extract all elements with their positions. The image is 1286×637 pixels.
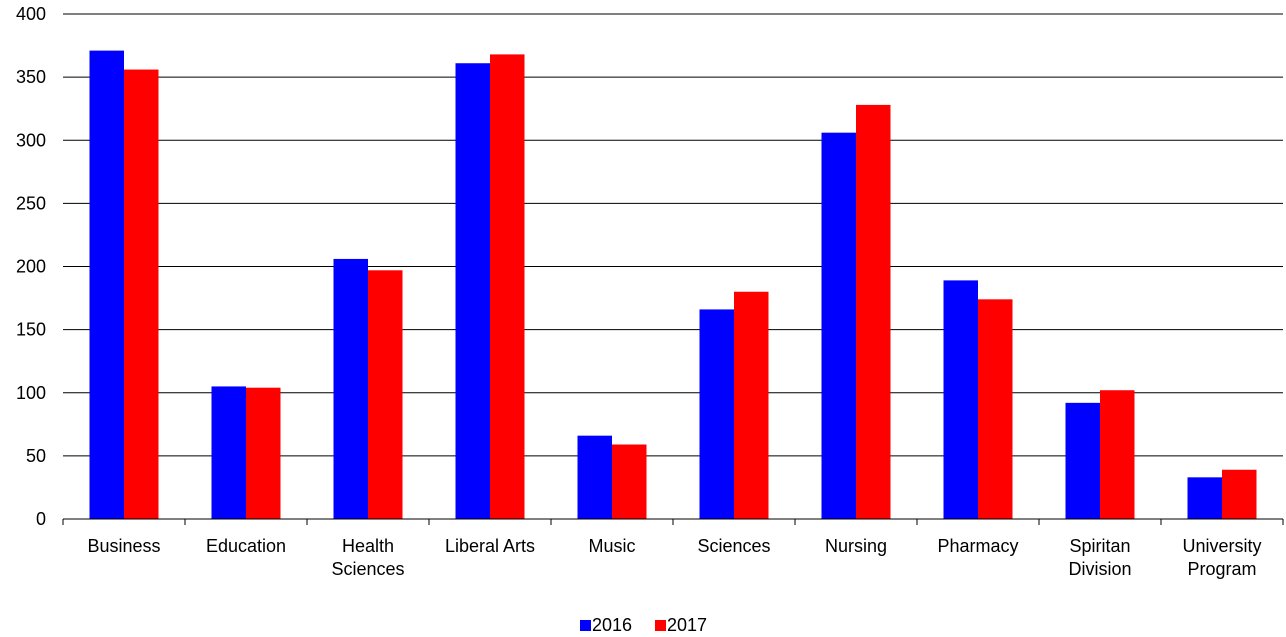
y-tick-label: 50 — [26, 446, 46, 466]
category-label: Sciences — [331, 559, 404, 579]
y-tick-label: 300 — [16, 130, 46, 150]
bar-2017-1 — [246, 387, 281, 519]
bar-2016-0 — [89, 50, 124, 520]
bar-2016-6 — [821, 132, 856, 520]
bar-2017-3 — [490, 54, 525, 520]
bar-2017-9 — [1222, 469, 1257, 519]
bar-2016-5 — [699, 309, 734, 519]
x-axis-ticks — [62, 519, 1284, 525]
category-label: Nursing — [825, 536, 887, 556]
bar-2017-2 — [368, 270, 403, 519]
legend-label-2016: 2016 — [592, 615, 632, 635]
y-tick-label: 200 — [16, 257, 46, 277]
category-label: Education — [206, 536, 286, 556]
category-label: Sciences — [697, 536, 770, 556]
category-label: Spiritan — [1069, 536, 1130, 556]
category-label: Business — [87, 536, 160, 556]
legend-swatch-2016 — [580, 620, 591, 631]
category-label: Liberal Arts — [445, 536, 535, 556]
legend-swatch-2017 — [655, 620, 666, 631]
category-label: Division — [1068, 559, 1131, 579]
bars — [89, 50, 1257, 520]
bar-2017-6 — [856, 104, 891, 520]
category-labels: Business Education Health Sciences Liberal A… — [87, 536, 1261, 579]
legend-label-2017: 2017 — [667, 615, 707, 635]
bar-2017-4 — [612, 444, 647, 519]
bar-2016-1 — [211, 386, 246, 519]
bar-2017-0 — [124, 69, 159, 520]
category-label: Program — [1187, 559, 1256, 579]
bar-2017-5 — [734, 291, 769, 519]
category-label: Pharmacy — [937, 536, 1018, 556]
bar-2016-3 — [455, 63, 490, 520]
bar-2017-8 — [1100, 390, 1135, 519]
bar-2016-2 — [333, 258, 368, 519]
bar-2016-4 — [577, 435, 612, 519]
category-label: Music — [588, 536, 635, 556]
y-tick-label: 350 — [16, 67, 46, 87]
y-axis-tick-labels: 0 50 100 150 200 250 300 350 400 — [16, 4, 46, 529]
legend: 2016 2017 — [580, 615, 707, 635]
bar-2017-7 — [978, 299, 1013, 519]
y-tick-label: 0 — [36, 509, 46, 529]
y-tick-label: 150 — [16, 320, 46, 340]
y-tick-label: 100 — [16, 383, 46, 403]
y-tick-label: 250 — [16, 193, 46, 213]
bar-2016-8 — [1065, 402, 1100, 519]
bar-2016-9 — [1187, 477, 1222, 519]
category-label: Health — [342, 536, 394, 556]
category-label: University — [1182, 536, 1261, 556]
bar-2016-7 — [943, 280, 978, 519]
y-tick-label: 400 — [16, 4, 46, 24]
